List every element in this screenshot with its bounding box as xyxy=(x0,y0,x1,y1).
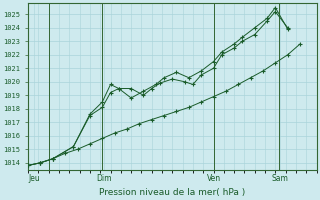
X-axis label: Pression niveau de la mer( hPa ): Pression niveau de la mer( hPa ) xyxy=(99,188,245,197)
